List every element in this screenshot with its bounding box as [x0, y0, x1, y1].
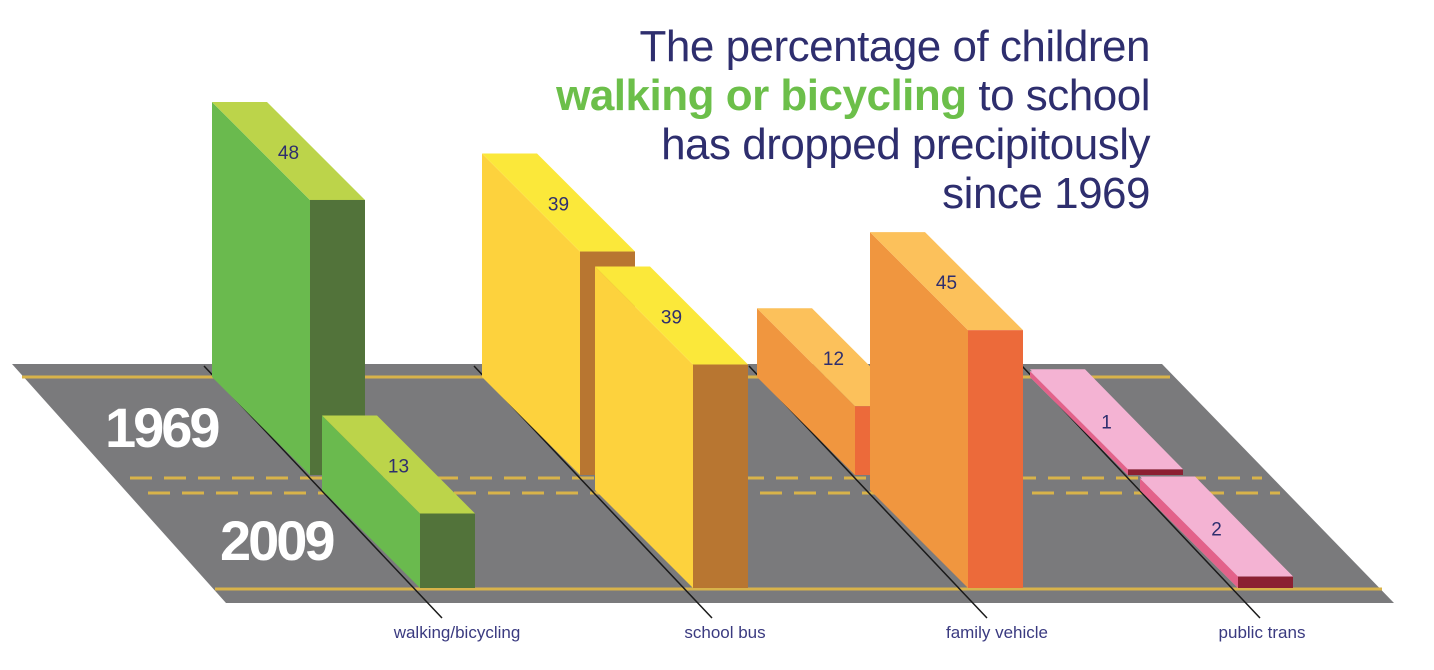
series-label-2009: 2009 [220, 509, 334, 572]
bar-school-bus-2009: 39 [595, 266, 748, 588]
title-line-4: since 1969 [942, 169, 1150, 218]
category-labels: walking/bicycling school bus family vehi… [393, 623, 1306, 642]
bar-top-face [1140, 476, 1293, 577]
bar-end-face [968, 330, 1023, 588]
bar-top-face [1030, 369, 1183, 470]
bar-top-face [482, 153, 635, 252]
bar-value-label: 1 [1101, 412, 1112, 433]
bar-top-face [212, 101, 365, 200]
bar-family-vehicle-2009: 45 [870, 232, 1023, 588]
bar-value-label: 48 [278, 143, 299, 164]
bar-public-trans-2009: 2 [1140, 476, 1293, 588]
bar-value-label: 12 [823, 349, 844, 370]
title-line-3: has dropped precipitously [661, 120, 1150, 169]
bar-top-face [595, 266, 748, 365]
category-label: family vehicle [946, 623, 1048, 642]
bar-top-face [870, 232, 1023, 331]
title-highlight: walking or bicycling [556, 71, 967, 120]
title-line-2-rest: to school [966, 71, 1150, 120]
bar-side-face [595, 266, 693, 588]
bar-public-trans-1969: 1 [1030, 369, 1183, 475]
category-label: public trans [1219, 623, 1306, 642]
bar-value-label: 2 [1211, 520, 1222, 541]
bar-side-face [757, 308, 855, 475]
bar-value-label: 13 [388, 457, 409, 478]
category-label: walking/bicycling [393, 623, 521, 642]
bar-walking-bicycling-1969: 48 [212, 101, 365, 476]
bar-top-face [322, 415, 475, 514]
bar-value-label: 45 [936, 273, 957, 294]
category-label: school bus [684, 623, 765, 642]
chart-title: The percentage of children walking or bi… [556, 22, 1150, 218]
bar-side-face [1140, 478, 1238, 588]
bar-value-label: 39 [661, 308, 682, 329]
series-label-1969: 1969 [105, 396, 219, 459]
bar-value-label: 39 [548, 195, 569, 216]
bar-end-face [1128, 469, 1183, 475]
bar-side-face [322, 415, 420, 588]
title-line-1: The percentage of children [639, 22, 1151, 71]
bar-side-face [1030, 371, 1128, 475]
bar-end-face [693, 364, 748, 588]
bar-side-face [482, 153, 580, 475]
bar-end-face [1238, 576, 1293, 588]
bar-side-face [212, 101, 310, 476]
bar-side-face [870, 232, 968, 588]
title-line-2: walking or bicycling to school [556, 71, 1150, 120]
bar-walking-bicycling-2009: 13 [322, 415, 475, 588]
bar-end-face [420, 513, 475, 588]
